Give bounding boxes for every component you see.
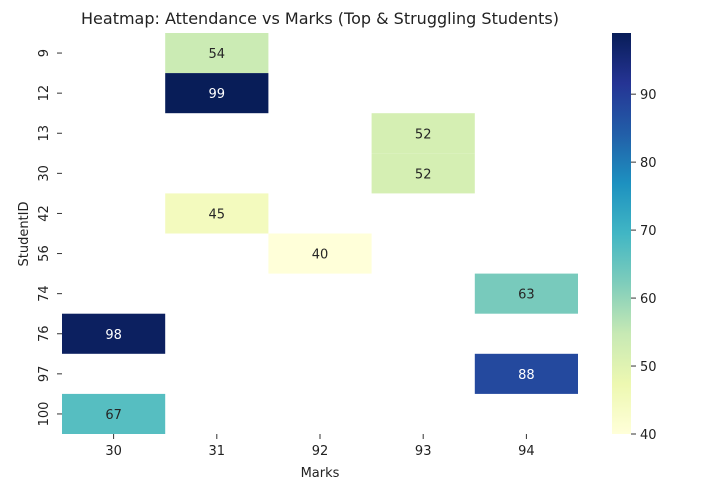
cell-value-label: 63 [518, 288, 535, 303]
heatmap-cell [371, 153, 475, 194]
y-tick-label: 100 [37, 402, 52, 427]
x-tick-label: 31 [209, 444, 226, 459]
colorbar-tick-label: 90 [640, 88, 657, 103]
y-axis-label: StudentID [17, 201, 32, 266]
y-tick-label: 74 [37, 285, 52, 302]
heatmap-cell [62, 393, 166, 434]
heatmap-cell [165, 193, 269, 234]
y-tick-label: 9 [37, 49, 52, 57]
x-tick-label: 93 [415, 444, 432, 459]
colorbar-gradient [612, 33, 631, 434]
heatmap-cell [62, 313, 166, 354]
colorbar-ticks: 40 50 60 70 80 90 [631, 88, 657, 443]
heatmap-cell [474, 353, 578, 394]
x-axis: 30 31 92 93 94 [105, 434, 535, 459]
x-tick-label: 30 [105, 444, 122, 459]
heatmap-cell [268, 233, 372, 274]
chart-title: Heatmap: Attendance vs Marks (Top & Stru… [81, 9, 559, 28]
colorbar-tick-label: 50 [640, 360, 657, 375]
cell-value-label: 52 [415, 127, 432, 142]
colorbar-tick-label: 60 [640, 292, 657, 307]
cell-value-label: 52 [415, 167, 432, 182]
colorbar-tick-label: 40 [640, 428, 657, 443]
cell-value-label: 40 [312, 248, 329, 263]
y-tick-label: 42 [37, 205, 52, 222]
cell-value-label: 67 [105, 408, 122, 423]
heatmap-cell [165, 33, 269, 74]
heatmap-cell [165, 73, 269, 114]
colorbar: 40 50 60 70 80 90 [612, 33, 657, 443]
cell-value-label: 54 [209, 47, 226, 62]
colorbar-tick-label: 80 [640, 156, 657, 171]
heatmap-cells: 54 99 52 52 45 40 63 98 88 67 [62, 33, 578, 434]
y-tick-label: 97 [37, 366, 52, 383]
colorbar-tick-label: 70 [640, 224, 657, 239]
cell-value-label: 45 [209, 207, 226, 222]
cell-value-label: 99 [209, 87, 226, 102]
cell-value-label: 88 [518, 368, 535, 383]
heatmap-cell [371, 113, 475, 154]
y-tick-label: 12 [37, 85, 52, 102]
x-tick-label: 94 [518, 444, 535, 459]
heatmap-cell [474, 273, 578, 314]
x-axis-label: Marks [301, 466, 340, 481]
y-tick-label: 56 [37, 245, 52, 262]
cell-value-label: 98 [105, 328, 122, 343]
y-axis: 9 12 13 30 42 56 74 76 97 100 [37, 49, 62, 426]
y-tick-label: 13 [37, 125, 52, 142]
y-tick-label: 76 [37, 325, 52, 342]
x-tick-label: 92 [312, 444, 329, 459]
y-tick-label: 30 [37, 165, 52, 182]
